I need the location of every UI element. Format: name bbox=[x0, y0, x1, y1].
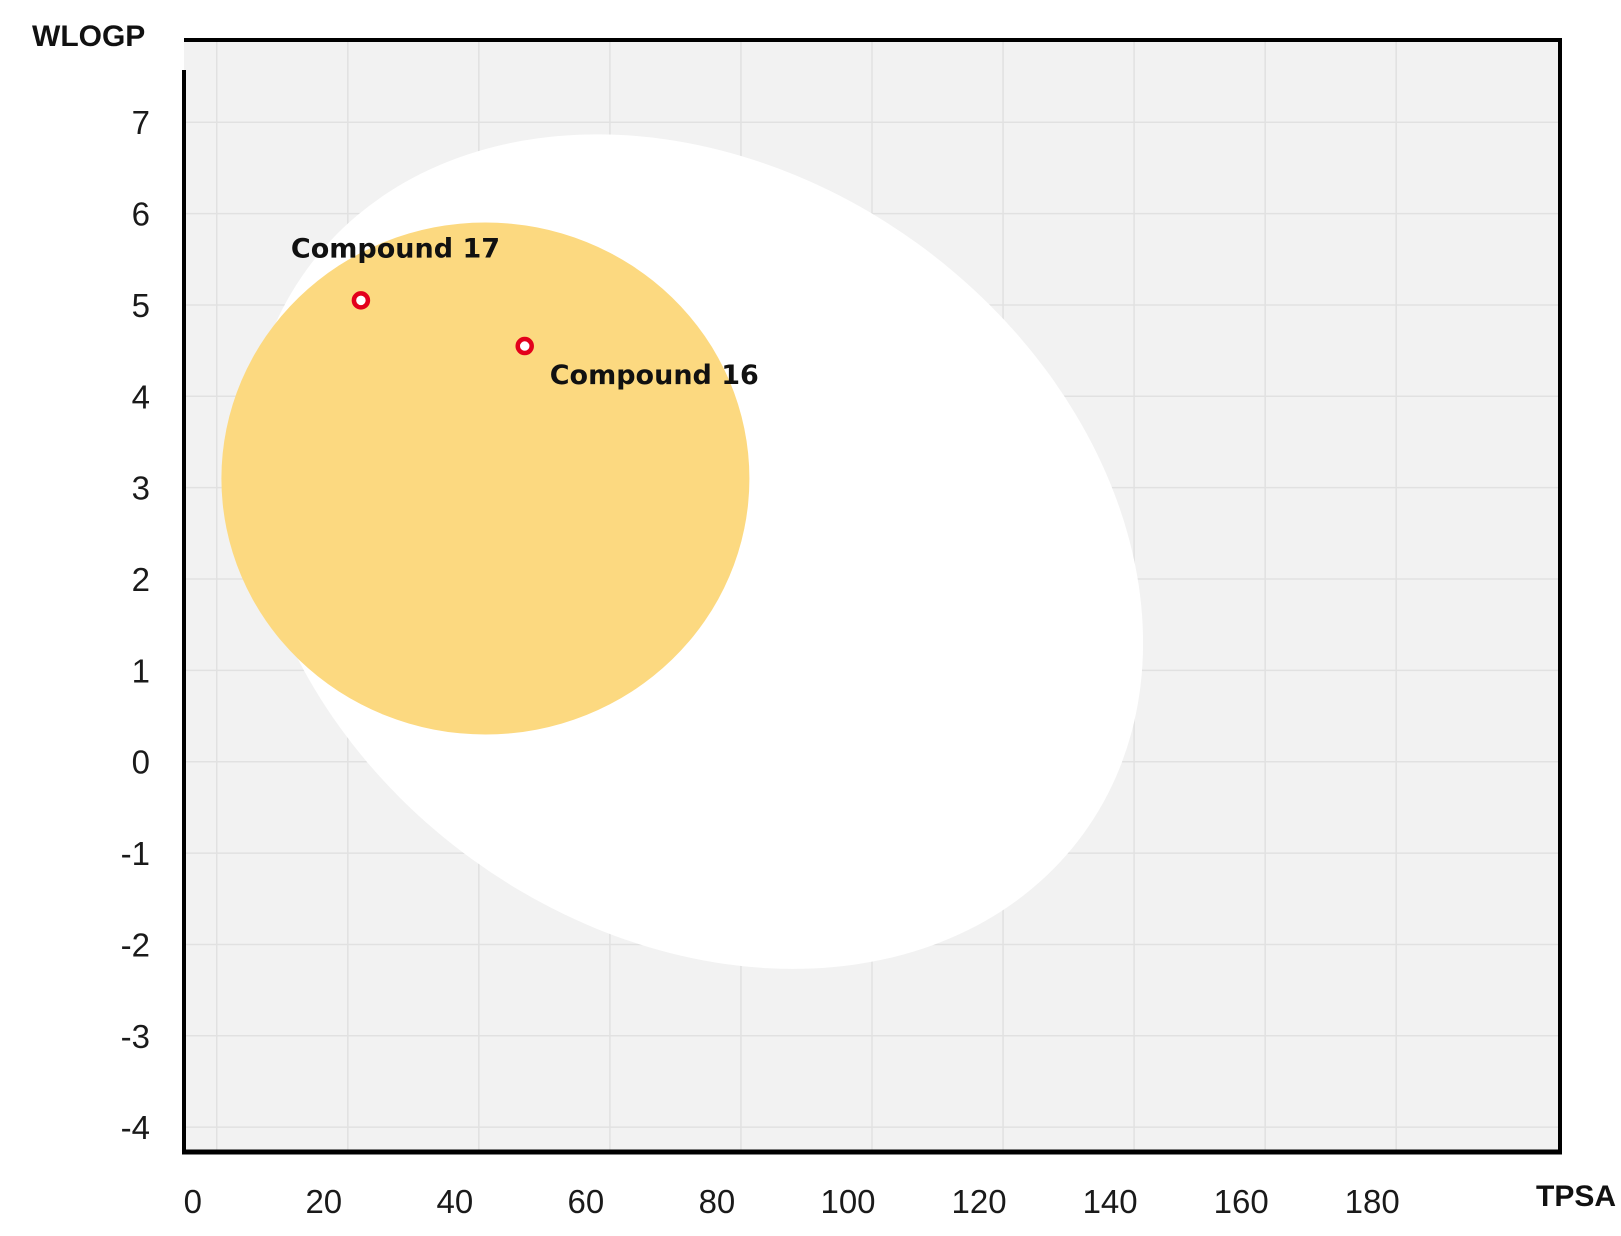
plot-frame bbox=[182, 38, 1562, 1155]
y-tick-label: 7 bbox=[132, 104, 150, 141]
y-tick-label: -2 bbox=[121, 926, 150, 963]
point-label: Compound 17 bbox=[291, 233, 500, 264]
y-tick-label: -1 bbox=[121, 835, 150, 872]
x-tick-label: 40 bbox=[436, 1183, 473, 1220]
x-tick-label: 80 bbox=[699, 1183, 736, 1220]
point-label: Compound 16 bbox=[550, 360, 759, 391]
data-points: Compound 17 Compound 16 bbox=[291, 233, 759, 391]
y-tick-label: -4 bbox=[121, 1109, 150, 1146]
y-tick-label: -3 bbox=[121, 1018, 150, 1055]
y-tick-label: 5 bbox=[132, 287, 150, 324]
x-tick-label: 160 bbox=[1214, 1183, 1269, 1220]
x-tick-label: 140 bbox=[1083, 1183, 1138, 1220]
x-axis-title: TPSA bbox=[1536, 1180, 1616, 1213]
data-point bbox=[351, 291, 371, 310]
x-tick-label: 120 bbox=[952, 1183, 1007, 1220]
y-tick-label: 4 bbox=[132, 378, 150, 415]
y-tick-label: 1 bbox=[132, 652, 150, 689]
x-tick-labels: 0 20 40 60 80 100 120 140 160 180 bbox=[184, 1183, 1400, 1220]
y-tick-label: 0 bbox=[132, 744, 150, 781]
y-tick-labels: 7 6 5 4 3 2 1 0 -1 -2 -3 -4 bbox=[121, 104, 150, 1146]
y-tick-label: 6 bbox=[132, 196, 150, 233]
data-point bbox=[515, 336, 534, 356]
x-tick-label: 100 bbox=[820, 1183, 875, 1220]
yolk-region bbox=[221, 222, 750, 735]
x-tick-label: 20 bbox=[305, 1183, 342, 1220]
y-axis-title: WLOGP bbox=[32, 20, 145, 53]
x-tick-label: 180 bbox=[1345, 1183, 1400, 1220]
y-tick-label: 2 bbox=[132, 561, 150, 598]
x-tick-label: 60 bbox=[568, 1183, 605, 1220]
x-tick-label: 0 bbox=[184, 1183, 202, 1220]
y-tick-label: 3 bbox=[132, 470, 150, 507]
